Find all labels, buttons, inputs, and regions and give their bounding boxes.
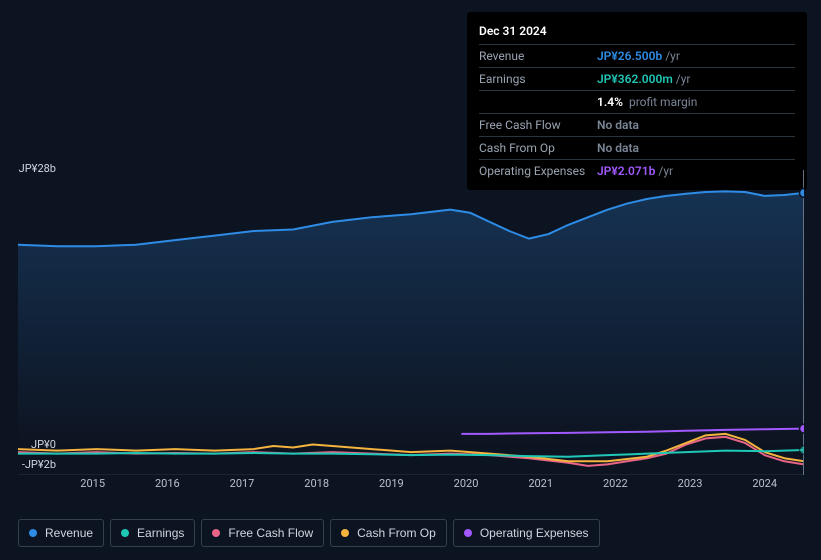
marker (800, 445, 805, 454)
legend-dot (121, 529, 129, 537)
x-axis-label: 2018 (304, 477, 329, 490)
legend-label: Cash From Op (357, 526, 436, 540)
tooltip-row: EarningsJP¥362.000m /yr (479, 68, 795, 91)
marker (800, 188, 805, 197)
x-axis-label: 2021 (528, 477, 553, 490)
x-axis: 2015 2016 2017 2018 2019 2020 2021 2022 2023 2024 (18, 477, 804, 495)
x-axis-label: 2015 (80, 477, 105, 490)
x-axis-label: 2024 (752, 477, 777, 490)
tooltip-panel: Dec 31 2024 RevenueJP¥26.500b /yrEarning… (467, 12, 807, 190)
tooltip-value: No data (597, 141, 639, 155)
chart-container: Dec 31 2024 RevenueJP¥26.500b /yrEarning… (0, 0, 821, 560)
chart-svg (18, 170, 804, 475)
tooltip-label: Free Cash Flow (479, 118, 597, 132)
tooltip-suffix: profit margin (626, 95, 697, 109)
tooltip-row: 1.4% profit margin (479, 91, 795, 114)
tooltip-value: 1.4% (597, 95, 623, 109)
tooltip-rows: RevenueJP¥26.500b /yrEarningsJP¥362.000m… (479, 45, 795, 182)
legend: Revenue Earnings Free Cash Flow Cash From O… (18, 519, 600, 547)
legend-item-operating-expenses[interactable]: Operating Expenses (453, 519, 600, 547)
legend-item-cash-from-op[interactable]: Cash From Op (330, 519, 447, 547)
legend-label: Earnings (137, 526, 184, 540)
tooltip-label: Revenue (479, 49, 597, 63)
tooltip-suffix: /yr (665, 49, 680, 63)
x-axis-label: 2022 (603, 477, 628, 490)
tooltip-value: JP¥26.500b (597, 49, 662, 63)
legend-item-revenue[interactable]: Revenue (18, 519, 104, 547)
legend-label: Operating Expenses (480, 526, 589, 540)
tooltip-value: No data (597, 118, 639, 132)
tooltip-label: Earnings (479, 72, 597, 86)
x-axis-label: 2019 (379, 477, 404, 490)
tooltip-date: Dec 31 2024 (479, 20, 795, 45)
tooltip-label: Cash From Op (479, 141, 597, 155)
legend-dot (29, 529, 37, 537)
tooltip-row: Cash From OpNo data (479, 137, 795, 160)
legend-dot (464, 529, 472, 537)
legend-label: Free Cash Flow (228, 526, 313, 540)
x-axis-label: 2020 (454, 477, 479, 490)
chart-area[interactable] (18, 170, 804, 475)
x-axis-label: 2023 (678, 477, 703, 490)
legend-dot (341, 529, 349, 537)
tooltip-suffix: /yr (676, 72, 691, 86)
legend-dot (212, 529, 220, 537)
tooltip-row: Free Cash FlowNo data (479, 114, 795, 137)
marker (800, 424, 805, 433)
legend-item-earnings[interactable]: Earnings (110, 519, 195, 547)
tooltip-row: RevenueJP¥26.500b /yr (479, 45, 795, 68)
legend-item-free-cash-flow[interactable]: Free Cash Flow (201, 519, 324, 547)
x-axis-label: 2016 (155, 477, 180, 490)
area-revenue (18, 191, 804, 446)
tooltip-value: JP¥362.000m (597, 72, 673, 86)
x-axis-label: 2017 (230, 477, 255, 490)
legend-label: Revenue (45, 526, 93, 540)
